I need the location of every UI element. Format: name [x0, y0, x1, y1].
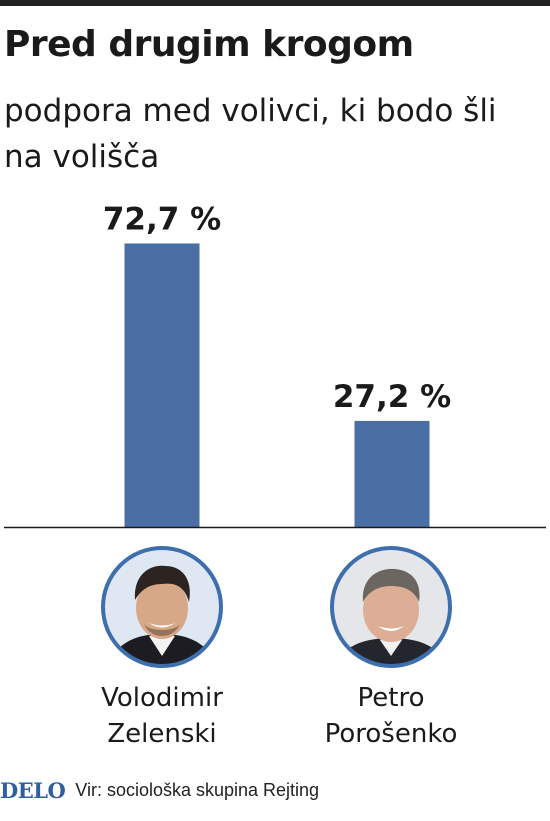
chart-subtitle: podpora med volivci, ki bodo šli na voli… [4, 93, 497, 175]
delo-logo: DELO [0, 777, 66, 803]
zelenski-portrait-icon [99, 544, 225, 670]
value-label-2: 27,2 % [333, 379, 451, 415]
value-label-1: 72,7 % [103, 201, 221, 237]
candidate-first-name: Volodimir [101, 683, 223, 713]
footer: DELO Vir: sociološka skupina Rejting [0, 774, 319, 806]
top-rule [0, 0, 550, 6]
candidate-name-porosenko: Petro Porošenko [286, 680, 496, 752]
candidate-first-name: Petro [357, 683, 425, 713]
candidate-last-name: Zelenski [107, 719, 217, 749]
porosenko-portrait-icon [328, 544, 454, 670]
chart-title: Pred drugim krogom [4, 24, 414, 65]
source-note: Vir: sociološka skupina Rejting [75, 779, 320, 800]
bar-1 [124, 243, 200, 527]
candidate-name-zelenski: Volodimir Zelenski [57, 680, 267, 752]
bar-chart: 72,7 % 27,2 % [4, 201, 546, 529]
bar-2 [354, 420, 430, 527]
candidate-last-name: Porošenko [324, 719, 458, 749]
